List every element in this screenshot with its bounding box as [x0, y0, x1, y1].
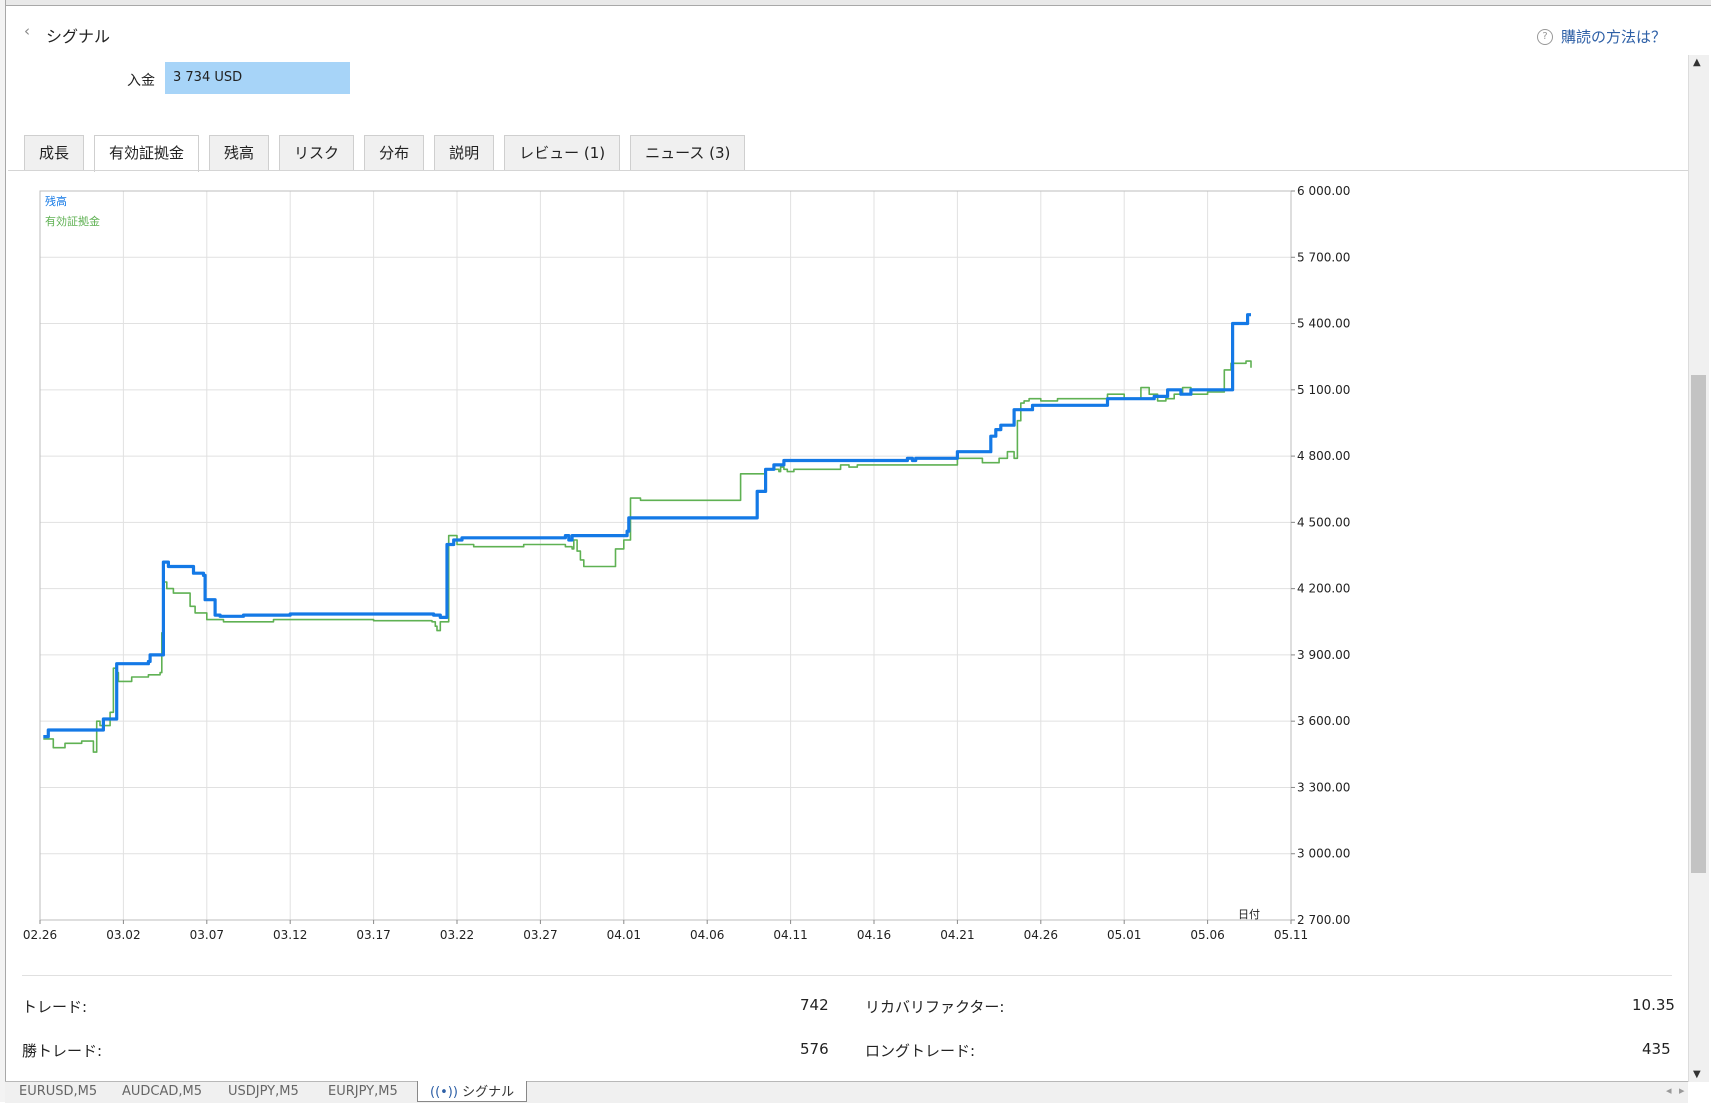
tab-news[interactable]: ニュース (3) — [630, 135, 746, 170]
stat-recovery-value: 10.35 — [1632, 996, 1675, 1014]
x-tick-label: 03.07 — [190, 928, 224, 942]
series-equity-line — [43, 360, 1252, 753]
chart-axes: 6 000.00 5 700.00 5 400.00 5 100.00 4 800.00… — [23, 184, 1351, 942]
tab-description[interactable]: 説明 — [434, 135, 495, 170]
tab-risk[interactable]: リスク — [279, 135, 355, 170]
tab-distribution[interactable]: 分布 — [364, 135, 425, 170]
stat-recovery-label: リカバリファクター: — [865, 998, 1005, 1016]
y-tick-label: 2 700.00 — [1297, 913, 1350, 927]
y-tick-label: 4 800.00 — [1297, 449, 1350, 463]
chevron-left-icon[interactable]: ‹ — [24, 22, 30, 40]
chart-grid — [39, 190, 1292, 921]
deposit-label: 入金 — [127, 73, 155, 89]
x-tick-label: 03.12 — [273, 928, 307, 942]
tab-scroll-right-icon[interactable]: ▸ — [1679, 1084, 1685, 1097]
tab-bar-divider — [8, 170, 1688, 171]
tab-equity[interactable]: 有効証拠金 — [94, 135, 200, 172]
y-tick-label: 3 900.00 — [1297, 648, 1350, 662]
broadcast-icon: ((•)) — [430, 1085, 458, 1100]
help-link-label[interactable]: 購読の方法は？ — [1560, 28, 1666, 46]
tab-scroll-left-icon[interactable]: ◂ — [1666, 1084, 1672, 1097]
scroll-down-icon[interactable]: ▼ — [1693, 1069, 1701, 1080]
help-link[interactable]: ? 購読の方法は？ — [1536, 26, 1666, 47]
stat-trades-value: 742 — [800, 996, 829, 1014]
stat-trades-label: トレード: — [22, 998, 88, 1016]
x-tick-label: 04.26 — [1024, 928, 1058, 942]
y-tick-label: 5 700.00 — [1297, 250, 1350, 264]
x-tick-label: 04.01 — [607, 928, 641, 942]
stats-divider — [22, 975, 1672, 976]
tab-bar: 成長 有効証拠金 残高 リスク 分布 説明 レビュー (1) ニュース (3) — [24, 135, 755, 172]
y-tick-label: 6 000.00 — [1297, 184, 1350, 198]
x-tick-label: 04.21 — [940, 928, 974, 942]
x-axis-label: 日付 — [1238, 908, 1260, 921]
y-tick-label: 5 400.00 — [1297, 317, 1350, 331]
bottom-tab-usdjpy[interactable]: USDJPY,M5 — [228, 1084, 299, 1099]
legend-equity: 有効証拠金 — [45, 214, 100, 228]
equity-balance-chart: 6 000.00 5 700.00 5 400.00 5 100.00 4 800.00… — [23, 184, 1351, 942]
y-tick-label: 3 300.00 — [1297, 780, 1350, 794]
vertical-scrollbar[interactable]: ▲ ▼ — [1688, 55, 1709, 1082]
y-tick-label: 5 100.00 — [1297, 383, 1350, 397]
x-tick-label: 03.17 — [356, 928, 390, 942]
x-tick-label: 04.16 — [857, 928, 891, 942]
plot-area-border — [39, 190, 1292, 921]
scroll-thumb[interactable] — [1691, 375, 1706, 873]
stat-wins-value: 576 — [800, 1040, 829, 1058]
bottom-tab-audcad[interactable]: AUDCAD,M5 — [122, 1084, 203, 1099]
x-tick-label: 03.02 — [106, 928, 140, 942]
tab-balance[interactable]: 残高 — [209, 135, 270, 170]
y-tick-label: 3 600.00 — [1297, 714, 1350, 728]
chart-tab-strip: EURUSD,M5 AUDCAD,M5 USDJPY,M5 EURJPY,M5 … — [5, 1081, 1688, 1103]
chart-series — [43, 313, 1252, 753]
y-tick-label: 3 000.00 — [1297, 847, 1350, 861]
bottom-tab-eurjpy[interactable]: EURJPY,M5 — [328, 1084, 398, 1099]
legend-balance: 残高 — [45, 194, 67, 208]
tab-reviews[interactable]: レビュー (1) — [504, 135, 621, 170]
scroll-up-icon[interactable]: ▲ — [1693, 57, 1701, 68]
series-balance-line — [43, 313, 1251, 739]
window-top-border — [0, 0, 1711, 6]
bottom-tab-signal[interactable]: ((•)) シグナル — [417, 1081, 528, 1102]
stat-long-value: 435 — [1642, 1040, 1671, 1058]
deposit-value-field[interactable]: 3 734 USD — [165, 62, 350, 94]
y-tick-label: 4 500.00 — [1297, 515, 1350, 529]
stat-long-label: ロングトレード: — [865, 1042, 976, 1060]
page-title: シグナル — [46, 27, 111, 46]
x-tick-label: 04.11 — [773, 928, 807, 942]
x-tick-label: 05.06 — [1190, 928, 1224, 942]
x-tick-label: 05.01 — [1107, 928, 1141, 942]
bottom-tab-eurusd[interactable]: EURUSD,M5 — [19, 1084, 98, 1099]
bottom-tab-signal-label: シグナル — [462, 1085, 515, 1100]
stat-wins-label: 勝トレード: — [22, 1042, 103, 1060]
x-tick-label: 05.11 — [1274, 928, 1308, 942]
x-tick-label: 04.06 — [690, 928, 724, 942]
x-tick-label: 03.27 — [523, 928, 557, 942]
window-left-border — [0, 0, 6, 1102]
x-tick-label: 03.22 — [440, 928, 474, 942]
y-tick-label: 4 200.00 — [1297, 582, 1350, 596]
question-circle-icon: ? — [1536, 28, 1553, 45]
tab-growth[interactable]: 成長 — [24, 135, 85, 170]
x-tick-label: 02.26 — [23, 928, 57, 942]
